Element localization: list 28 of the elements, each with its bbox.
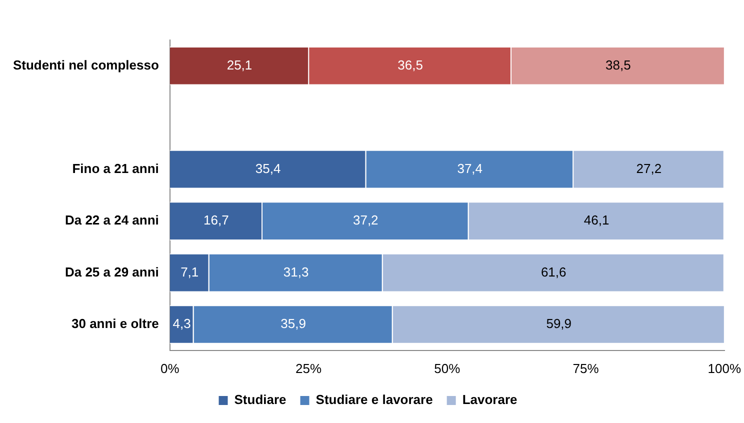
legend-label: Studiare e lavorare [316, 392, 433, 408]
data-label: 37,4 [457, 160, 483, 176]
legend-label: Studiare [234, 392, 286, 408]
x-tick-label: 25% [296, 360, 322, 376]
data-label: 7,1 [180, 264, 199, 280]
data-label: 35,9 [280, 316, 306, 332]
data-label: 4,3 [172, 316, 191, 332]
data-label: 59,9 [546, 316, 572, 332]
data-label: 16,7 [204, 212, 229, 228]
data-label: 37,2 [352, 212, 378, 228]
y-tick-label: Fino a 21 anni [72, 160, 159, 176]
y-tick-label: 30 anni e oltre [71, 316, 159, 332]
x-tick-label: 75% [572, 360, 600, 376]
x-tick-label: 100% [708, 360, 742, 376]
legend-label: Lavorare [462, 392, 518, 408]
data-label: 38,5 [606, 57, 631, 72]
y-tick-label: Studenti nel complesso [12, 57, 159, 72]
data-label: 61,6 [540, 264, 566, 280]
data-label: 36,5 [398, 57, 423, 72]
data-label: 31,3 [283, 264, 309, 280]
y-tick-label: Da 25 a 29 anni [64, 264, 159, 280]
y-tick-label: Da 22 a 24 anni [64, 212, 159, 228]
data-label: 27,2 [636, 160, 662, 176]
x-tick-label: 0% [160, 360, 180, 376]
data-label: 25,1 [226, 57, 252, 72]
data-label: 46,1 [584, 212, 610, 228]
data-label: 35,4 [255, 160, 281, 176]
x-tick-label: 50% [434, 360, 461, 376]
